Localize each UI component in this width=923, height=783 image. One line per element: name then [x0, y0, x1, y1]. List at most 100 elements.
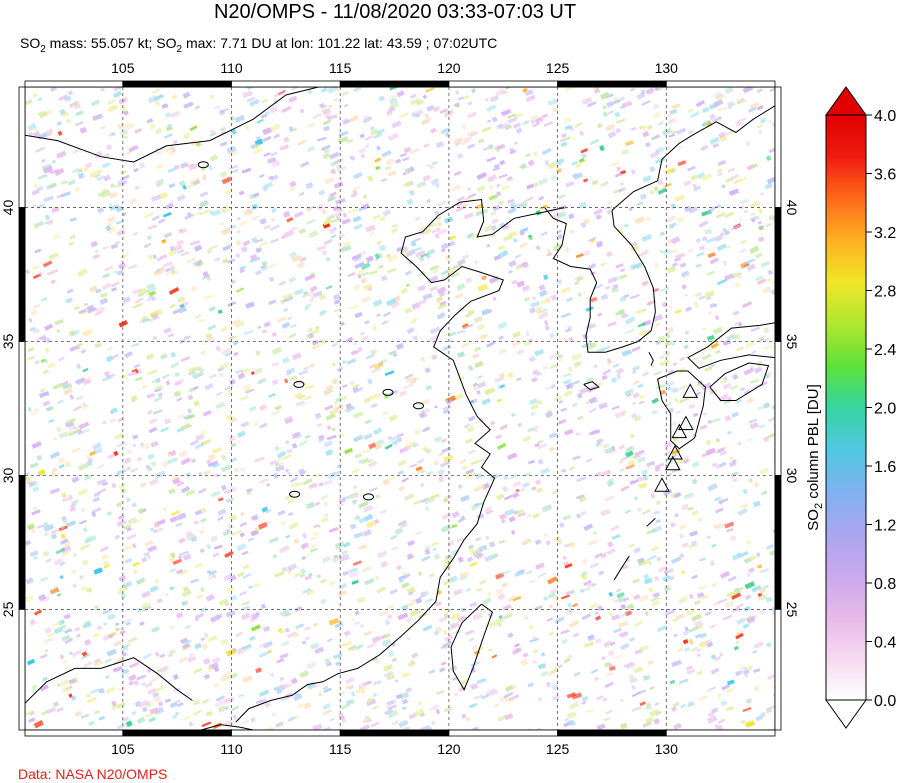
so2-pixel — [179, 568, 188, 576]
so2-pixel — [126, 533, 137, 541]
so2-pixel — [386, 673, 396, 681]
so2-pixel — [391, 223, 398, 228]
so2-pixel — [34, 127, 39, 133]
so2-pixel — [372, 214, 381, 220]
so2-pixel — [289, 186, 297, 192]
so2-pixel — [121, 174, 130, 181]
so2-pixel — [486, 341, 496, 348]
so2-pixel — [313, 622, 319, 627]
so2-pixel — [132, 434, 139, 440]
so2-pixel — [306, 145, 316, 153]
so2-pixel — [37, 97, 43, 102]
so2-pixel — [537, 696, 543, 702]
so2-pixel — [239, 395, 249, 402]
so2-pixel — [388, 132, 399, 141]
frame-bar — [339, 729, 450, 737]
so2-pixel — [167, 457, 178, 465]
so2-pixel — [519, 242, 529, 249]
so2-pixel — [203, 632, 209, 639]
so2-pixel — [106, 144, 113, 151]
so2-pixel — [158, 218, 166, 224]
so2-pixel — [273, 133, 281, 139]
so2-pixel — [429, 573, 435, 578]
frame-bar — [18, 86, 26, 208]
longitude-tick-label: 130 — [655, 60, 679, 76]
so2-pixel — [304, 626, 311, 631]
so2-pixel — [193, 520, 200, 526]
so2-pixel — [325, 412, 337, 421]
frame-bar — [448, 729, 559, 737]
so2-pixel — [110, 287, 118, 292]
so2-pixel — [84, 537, 92, 544]
so2-pixel — [724, 521, 735, 529]
so2-pixel — [239, 467, 246, 472]
so2-pixel — [56, 593, 62, 597]
so2-pixel — [709, 624, 717, 629]
so2-pixel — [454, 692, 459, 697]
so2-pixel — [456, 196, 465, 202]
so2-pixel — [64, 637, 74, 645]
so2-pixel — [474, 472, 483, 480]
so2-pixel — [423, 228, 431, 235]
so2-pixel — [470, 87, 477, 94]
so2-pixel — [353, 256, 362, 263]
so2-pixel — [431, 541, 439, 547]
so2-pixel — [693, 600, 701, 606]
so2-pixel — [239, 265, 247, 270]
so2-pixel — [594, 611, 600, 616]
so2-pixel — [494, 376, 505, 383]
so2-pixel — [588, 408, 597, 414]
so2-pixel — [232, 714, 238, 720]
so2-pixel — [590, 296, 598, 303]
so2-pixel — [31, 188, 40, 196]
so2-pixel — [336, 366, 344, 372]
colorbar-tick-label: 2.8 — [874, 284, 896, 301]
so2-pixel — [417, 571, 423, 577]
so2-pixel — [332, 293, 341, 300]
colorbar-tick-label: 0.0 — [874, 693, 896, 710]
so2-pixel — [193, 667, 203, 674]
so2-pixel — [537, 572, 547, 579]
so2-pixel — [150, 461, 157, 467]
so2-pixel — [327, 114, 338, 121]
so2-pixel — [698, 220, 709, 228]
so2-pixel — [252, 582, 261, 589]
so2-pixel — [224, 719, 234, 727]
so2-pixel — [653, 718, 661, 725]
so2-pixel — [514, 253, 522, 259]
so2-pixel — [48, 419, 55, 423]
so2-pixel — [771, 605, 775, 612]
so2-pixel — [258, 651, 269, 658]
so2-pixel — [29, 619, 36, 626]
so2-pixel — [167, 167, 176, 174]
so2-pixel — [385, 297, 397, 307]
so2-pixel — [576, 392, 583, 399]
so2-pixel — [384, 165, 392, 171]
so2-pixel — [322, 726, 331, 730]
so2-pixel — [331, 555, 342, 564]
so2-pixel — [739, 719, 746, 725]
so2-pixel — [736, 346, 745, 352]
so2-pixel — [349, 645, 356, 650]
so2-pixel — [552, 535, 561, 542]
so2-pixel — [140, 482, 147, 488]
so2-pixel — [287, 316, 293, 321]
so2-pixel — [424, 545, 430, 551]
so2-pixel — [490, 211, 497, 216]
so2-pixel — [467, 187, 472, 192]
so2-pixel — [724, 87, 734, 94]
so2-pixel — [99, 545, 109, 553]
so2-pixel — [702, 594, 709, 600]
so2-pixel — [54, 167, 65, 177]
so2-pixel — [582, 586, 591, 593]
so2-pixel — [594, 637, 602, 644]
so2-pixel — [218, 372, 224, 378]
so2-pixel — [204, 294, 213, 301]
so2-pixel — [381, 275, 388, 282]
so2-pixel — [758, 424, 766, 429]
so2-pixel — [516, 280, 526, 288]
so2-pixel — [647, 555, 657, 561]
so2-pixel — [279, 630, 285, 634]
so2-pixel — [752, 649, 758, 654]
so2-pixel — [580, 148, 589, 154]
